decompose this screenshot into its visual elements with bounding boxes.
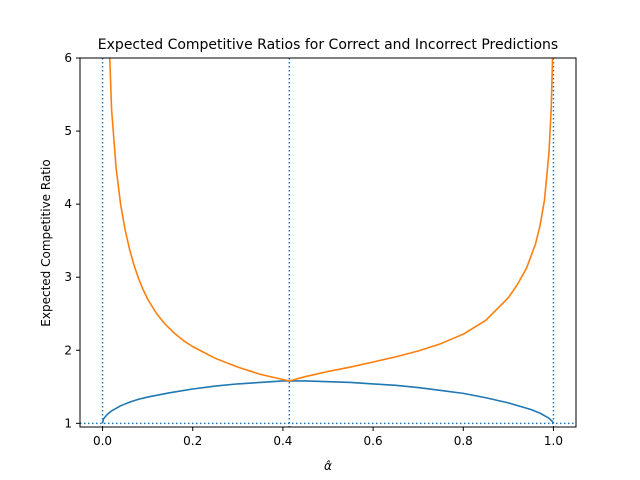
reference-lines [80,58,576,427]
y-tick-label: 5 [64,124,72,138]
x-tick-label: 0.4 [273,434,292,448]
x-tick-label: 0.0 [93,434,112,448]
axes-frame [79,57,577,428]
y-tick-label: 3 [64,270,72,284]
chart-title: Expected Competitive Ratios for Correct … [98,37,558,53]
y-axis-label: Expected Competitive Ratio [39,159,53,326]
axis-ticks: 0.0 0.2 0.4 0.6 0.8 1.0 1 2 3 4 5 6 [64,51,563,448]
y-tick-label: 4 [64,197,72,211]
series-lines [101,58,555,424]
y-tick-label: 6 [64,51,72,65]
x-tick-label: 1.0 [544,434,563,448]
y-tick-label: 2 [64,343,72,357]
series-line-2 [108,58,554,382]
x-axis-label: α̂ [324,459,332,473]
y-tick-label: 1 [64,416,72,430]
x-tick-label: 0.2 [183,434,202,448]
x-tick-label: 0.6 [364,434,383,448]
series-line-1 [101,380,555,424]
x-tick-label: 0.8 [454,434,473,448]
